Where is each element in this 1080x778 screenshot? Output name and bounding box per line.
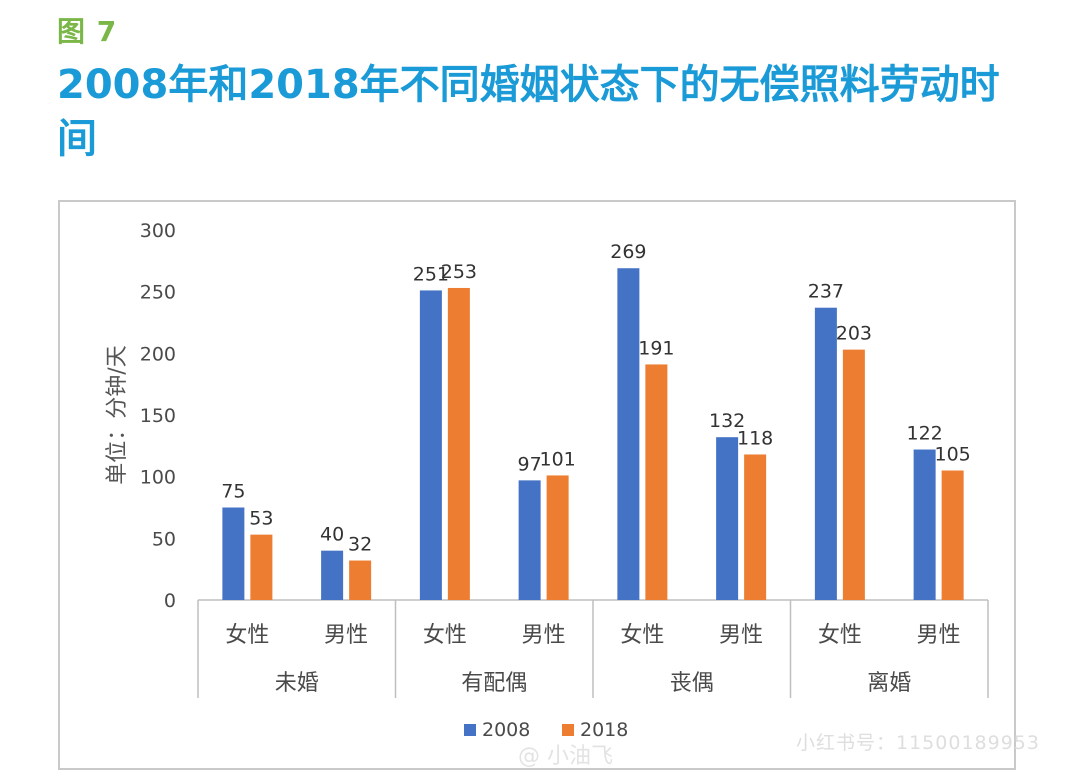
bar-2008: [617, 268, 640, 600]
figure-label: 图 7: [57, 15, 118, 48]
y-tick-label: 100: [140, 467, 176, 489]
bar-2018: [349, 560, 372, 600]
bar-2018: [941, 470, 964, 600]
category-label: 男性: [917, 623, 961, 648]
bar-2018: [645, 364, 668, 600]
bar-2008: [518, 480, 541, 600]
legend-swatch-2018: [562, 724, 574, 736]
legend-swatch-2008: [464, 724, 476, 736]
bar-2018: [447, 287, 470, 600]
bar-2008: [321, 550, 344, 600]
bar-2008: [716, 437, 739, 600]
bar-2008: [419, 290, 442, 600]
y-tick-label: 50: [152, 528, 176, 550]
data-label: 251: [413, 263, 449, 285]
y-axis-label: 单位：分钟/天: [105, 345, 130, 484]
chart-title: 2008年和2018年不同婚姻状态下的无偿照料劳动时间: [57, 62, 1000, 162]
group-label: 有配偶: [461, 671, 527, 696]
bar-2018: [744, 454, 767, 600]
data-label: 53: [249, 508, 273, 530]
bar-2018: [546, 475, 569, 600]
category-label: 女性: [620, 623, 664, 648]
legend-label: 2008: [482, 719, 530, 741]
category-label: 男性: [719, 623, 763, 648]
data-label: 105: [934, 444, 970, 466]
category-label: 男性: [324, 623, 368, 648]
group-label: 未婚: [275, 671, 319, 696]
category-label: 男性: [522, 623, 566, 648]
group-label: 离婚: [867, 671, 911, 696]
bar-2008: [913, 449, 936, 600]
data-label: 40: [320, 524, 344, 546]
chart-frame: 0 50 100 150 200 250 300 单位：分钟/天 75 53 女性 40 32 男性 未婚 2…: [58, 200, 1016, 770]
category-label: 女性: [818, 623, 862, 648]
category-label: 女性: [423, 623, 467, 648]
bar-2018: [842, 349, 865, 600]
data-label: 75: [221, 481, 245, 503]
y-tick-label: 250: [140, 282, 176, 304]
group-label: 丧偶: [670, 671, 714, 696]
data-label: 203: [836, 323, 872, 345]
data-label: 97: [518, 453, 542, 475]
data-label: 101: [539, 448, 575, 470]
data-label: 132: [709, 410, 745, 432]
y-tick-label: 200: [140, 343, 176, 365]
watermark-id: 小红书号：1150018​9953: [796, 732, 1040, 754]
bar-2008: [222, 507, 245, 600]
legend-label: 2018: [580, 719, 628, 741]
y-tick-label: 0: [164, 590, 176, 612]
data-label: 237: [808, 281, 844, 303]
y-tick-label: 150: [140, 405, 176, 427]
data-label: 253: [441, 261, 477, 283]
data-label: 191: [638, 337, 674, 359]
data-label: 32: [348, 534, 372, 556]
category-label: 女性: [225, 623, 269, 648]
y-tick-label: 300: [140, 220, 176, 242]
data-label: 269: [610, 241, 646, 263]
bar-2018: [250, 534, 273, 600]
data-label: 122: [906, 423, 942, 445]
bar-2008: [814, 307, 837, 600]
watermark-user: @ 小油飞: [518, 744, 613, 769]
data-label: 118: [737, 427, 773, 449]
